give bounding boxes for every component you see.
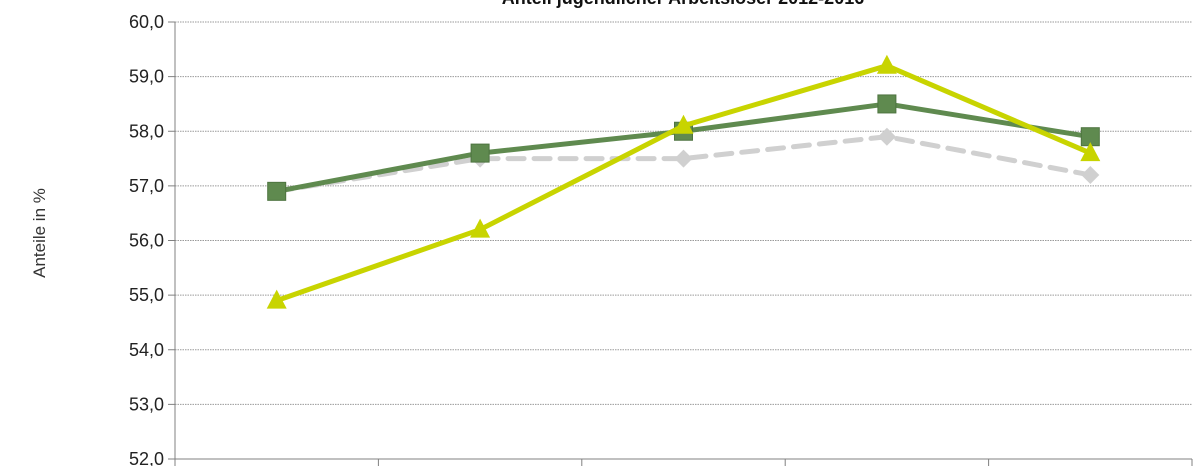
series-layer: [266, 54, 1101, 309]
y-tick-label: 53,0: [129, 394, 164, 414]
series-line-grey-dashed: [274, 134, 1093, 194]
y-tick-label: 52,0: [129, 449, 164, 466]
data-point-diamond: [877, 127, 896, 146]
data-point-square: [877, 94, 897, 114]
axes: [168, 21, 1193, 466]
y-tick-labels: 52,0 53,0 54,0 55,0 56,0 57,0 58,0 59,0 60,0: [129, 12, 164, 466]
y-tick-label: 58,0: [129, 121, 164, 141]
y-tick-label: 59,0: [129, 67, 164, 87]
data-point-triangle: [470, 218, 491, 238]
series-line-yellow: [274, 63, 1093, 304]
data-point-triangle: [1080, 142, 1101, 162]
y-tick-label: 57,0: [129, 176, 164, 196]
data-point-diamond: [1081, 165, 1100, 184]
data-point-square: [267, 181, 287, 201]
data-point-triangle: [876, 54, 897, 74]
gridlines: [175, 21, 1192, 460]
chart-title: Anteil jugendlicher Arbeitsloser 2012-20…: [502, 0, 864, 8]
series-yellow: [266, 54, 1101, 309]
y-axis-title: Anteile in %: [30, 188, 49, 278]
y-tick-label: 56,0: [129, 231, 164, 251]
data-point-triangle: [673, 114, 694, 134]
y-tick-label: 60,0: [129, 12, 164, 32]
data-point-triangle: [266, 289, 287, 309]
y-tick-label: 54,0: [129, 340, 164, 360]
data-point-diamond: [674, 149, 693, 168]
y-tick-label: 55,0: [129, 285, 164, 305]
data-point-square: [470, 143, 490, 163]
series-green: [267, 94, 1100, 201]
